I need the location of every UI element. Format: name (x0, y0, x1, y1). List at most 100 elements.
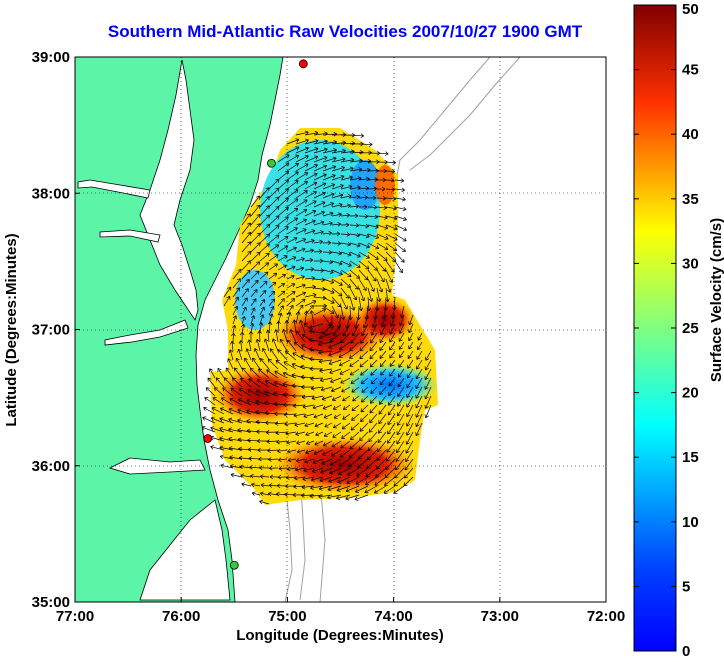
velocity-arrow-icon (408, 332, 414, 342)
velocity-arrow-icon (277, 298, 285, 307)
velocity-arrow-icon (240, 377, 252, 388)
velocity-arrow-icon (356, 467, 369, 477)
velocity-arrow-icon (259, 187, 270, 199)
velocity-arrow-icon (295, 237, 307, 244)
velocity-arrow-icon (250, 204, 261, 217)
velocity-arrow-icon (295, 298, 306, 307)
velocity-arrow-icon (259, 271, 269, 280)
velocity-arrow-icon (379, 332, 387, 343)
velocity-arrow-icon (268, 457, 279, 462)
velocity-arrow-icon (255, 409, 270, 415)
velocity-arrow-icon (241, 222, 251, 235)
velocity-arrow-icon (295, 154, 309, 163)
velocity-arrow-icon (248, 331, 254, 343)
velocity-arrow-icon (361, 323, 369, 337)
velocity-arrow-icon (358, 233, 370, 239)
velocity-arrow-icon (406, 368, 414, 379)
velocity-arrow-icon (398, 359, 405, 368)
velocity-arrow-icon (331, 251, 342, 256)
velocity-arrow-icon (360, 368, 369, 376)
velocity-arrow-icon (388, 386, 396, 396)
velocity-arrow-icon (304, 181, 318, 190)
velocity-arrow-icon (255, 389, 270, 397)
velocity-arrow-icon (347, 458, 360, 468)
velocity-arrow-icon (309, 323, 324, 330)
y-tick-label: 39:00 (32, 49, 70, 66)
velocity-arrow-icon (339, 341, 351, 351)
velocity-arrow-icon (250, 279, 259, 289)
velocity-arrow-icon (277, 154, 290, 163)
velocity-arrow-icon (331, 202, 343, 208)
velocity-arrow-icon (408, 341, 414, 350)
velocity-arrow-icon (304, 138, 319, 145)
velocity-arrow-icon (407, 350, 414, 359)
velocity-arrow-icon (313, 164, 328, 172)
velocity-arrow-icon (250, 261, 261, 271)
colorbar-tick-label: 10 (682, 514, 699, 531)
velocity-arrow-icon (385, 187, 396, 192)
velocity-arrow-icon (406, 413, 414, 427)
velocity-arrow-icon (277, 474, 288, 480)
velocity-arrow-icon (424, 359, 432, 371)
velocity-arrow-icon (277, 206, 289, 217)
velocity-arrow-icon (277, 305, 284, 316)
velocity-arrow-icon (359, 350, 369, 360)
velocity-arrow-icon (385, 169, 396, 174)
velocity-arrow-icon (376, 177, 387, 183)
velocity-arrow-icon (295, 228, 307, 235)
velocity-arrow-icon (304, 238, 315, 244)
velocity-arrow-icon (367, 251, 379, 260)
velocity-arrow-icon (294, 422, 306, 427)
blue-patch-north (350, 160, 380, 210)
velocity-arrow-icon (301, 484, 315, 490)
velocity-arrow-icon (398, 368, 405, 378)
velocity-arrow-icon (286, 154, 300, 163)
velocity-arrow-icon (385, 278, 392, 293)
velocity-arrow-icon (284, 320, 290, 334)
velocity-arrow-icon (313, 413, 324, 419)
velocity-arrow-icon (398, 323, 405, 334)
velocity-arrow-icon (386, 440, 396, 453)
velocity-arrow-icon (268, 254, 279, 262)
velocity-arrow-icon (237, 437, 252, 443)
velocity-arrow-icon (349, 368, 360, 376)
velocity-arrow-icon (380, 368, 387, 376)
velocity-arrow-icon (415, 404, 423, 418)
velocity-arrow-icon (385, 242, 398, 252)
velocity-arrow-icon (227, 358, 234, 370)
velocity-arrow-icon (232, 278, 241, 289)
velocity-arrow-icon (250, 242, 261, 253)
velocity-arrow-icon (303, 413, 315, 419)
velocity-arrow-icon (389, 341, 396, 351)
velocity-arrow-icon (314, 422, 324, 428)
velocity-arrow-icon (376, 215, 388, 220)
velocity-arrow-icon (250, 367, 261, 379)
velocity-arrow-icon (322, 211, 334, 217)
velocity-arrow-icon (376, 260, 387, 272)
velocity-arrow-icon (376, 186, 386, 192)
velocity-arrow-icon (397, 395, 405, 407)
velocity-arrow-icon (253, 348, 261, 361)
velocity-arrow-icon (331, 395, 342, 402)
velocity-arrow-icon (332, 323, 342, 337)
colorbar-tick-label: 45 (682, 62, 699, 79)
velocity-arrow-icon (268, 282, 277, 289)
velocity-arrow-icon (259, 290, 267, 298)
velocity-arrow-icon (340, 203, 351, 209)
velocity-arrow-icon (389, 368, 396, 377)
velocity-arrow-icon (345, 485, 360, 493)
velocity-arrow-icon (232, 268, 242, 280)
velocity-arrow-icon (379, 350, 387, 359)
velocity-arrow-icon (378, 395, 387, 405)
velocity-arrow-icon (340, 213, 351, 218)
velocity-arrow-icon (367, 214, 378, 220)
velocity-arrow-icon (247, 339, 252, 352)
velocity-arrow-icon (322, 404, 333, 410)
velocity-arrow-icon (329, 368, 342, 375)
radar-sites (203, 59, 308, 570)
velocity-arrow-icon (415, 359, 423, 370)
velocity-arrow-icon (295, 266, 305, 271)
velocity-arrow-icon (295, 130, 309, 136)
velocity-arrow-icon (349, 440, 360, 450)
velocity-arrow-icon (394, 206, 407, 212)
